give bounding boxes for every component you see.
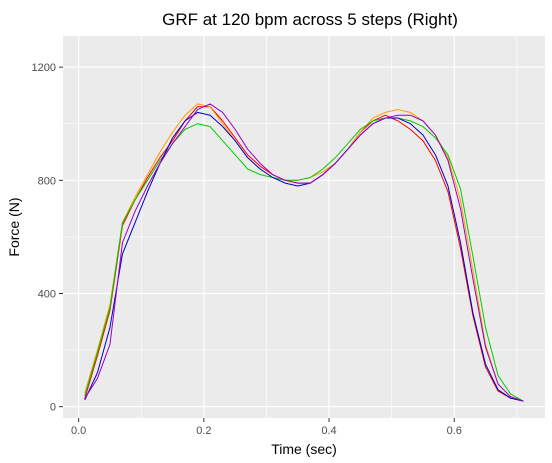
x-tick-label: 0.0 (71, 425, 86, 437)
series-line-3 (84, 117, 524, 402)
x-axis: 0.0 0.2 0.4 0.6 (71, 418, 462, 437)
y-tick-label: 400 (38, 288, 56, 300)
grid-minor (63, 36, 545, 418)
y-axis-title: Force (N) (6, 197, 22, 256)
x-tick-label: 0.4 (321, 425, 336, 437)
grid-major (63, 36, 545, 418)
chart-title: GRF at 120 bpm across 5 steps (Right) (162, 10, 458, 29)
x-axis-title: Time (sec) (271, 441, 337, 457)
x-tick-label: 0.2 (196, 425, 211, 437)
plot-panel (63, 36, 545, 418)
series-layer (84, 103, 524, 402)
y-axis: 0 400 800 1200 (32, 62, 63, 414)
series-line-5 (84, 103, 524, 402)
y-tick-label: 800 (38, 175, 56, 187)
y-tick-label: 1200 (32, 62, 56, 74)
y-tick-label: 0 (50, 402, 56, 414)
x-tick-label: 0.6 (447, 425, 462, 437)
